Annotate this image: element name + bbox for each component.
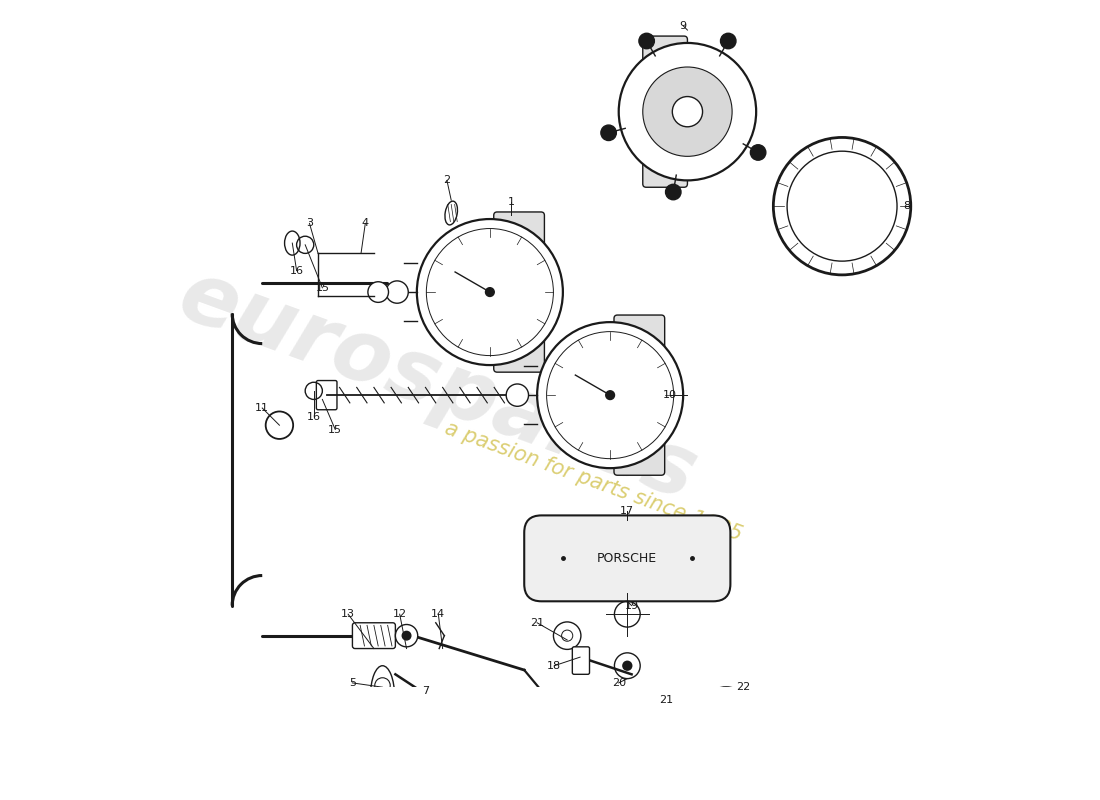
- Circle shape: [750, 145, 766, 160]
- Text: 11: 11: [255, 403, 270, 413]
- Circle shape: [618, 43, 756, 180]
- Text: 5: 5: [349, 678, 356, 688]
- Text: 14: 14: [431, 609, 446, 619]
- Ellipse shape: [371, 666, 395, 726]
- Text: 12: 12: [393, 609, 407, 619]
- Circle shape: [666, 184, 681, 200]
- Circle shape: [672, 97, 703, 126]
- Text: eurospares: eurospares: [168, 254, 708, 518]
- Circle shape: [639, 34, 654, 49]
- Text: 18: 18: [547, 661, 561, 670]
- Circle shape: [395, 625, 418, 647]
- Circle shape: [403, 631, 410, 640]
- Circle shape: [788, 151, 896, 261]
- Text: 15: 15: [328, 425, 342, 434]
- Circle shape: [386, 281, 408, 303]
- FancyBboxPatch shape: [525, 515, 730, 602]
- Circle shape: [606, 390, 615, 399]
- FancyBboxPatch shape: [572, 647, 590, 674]
- Circle shape: [642, 67, 733, 156]
- Text: 21: 21: [659, 695, 673, 705]
- Circle shape: [537, 322, 683, 468]
- Text: 22: 22: [736, 682, 750, 692]
- Text: 16: 16: [307, 412, 321, 422]
- Text: 3: 3: [306, 218, 313, 228]
- Text: 7: 7: [422, 686, 429, 697]
- Text: a passion for parts since 1985: a passion for parts since 1985: [441, 418, 745, 544]
- Circle shape: [417, 219, 563, 365]
- FancyBboxPatch shape: [642, 36, 688, 187]
- Text: 21: 21: [530, 618, 544, 628]
- Circle shape: [485, 288, 494, 297]
- Circle shape: [506, 384, 528, 406]
- Text: 19: 19: [625, 601, 639, 610]
- FancyBboxPatch shape: [494, 212, 544, 372]
- Text: 16: 16: [289, 266, 304, 275]
- Circle shape: [601, 125, 616, 141]
- Text: 8: 8: [903, 201, 910, 211]
- Text: 10: 10: [663, 390, 678, 400]
- Circle shape: [773, 138, 911, 275]
- Text: 4: 4: [362, 218, 369, 228]
- Text: 15: 15: [316, 282, 329, 293]
- Text: 2: 2: [443, 175, 451, 186]
- Text: PORSCHE: PORSCHE: [597, 552, 658, 565]
- Text: 17: 17: [620, 506, 635, 516]
- Circle shape: [532, 769, 568, 800]
- Text: 13: 13: [341, 609, 355, 619]
- Circle shape: [720, 34, 736, 49]
- Text: 20: 20: [612, 678, 626, 688]
- Text: 1: 1: [508, 197, 515, 207]
- Circle shape: [623, 661, 632, 671]
- FancyBboxPatch shape: [352, 622, 395, 649]
- Circle shape: [367, 282, 388, 302]
- FancyBboxPatch shape: [614, 315, 664, 475]
- Text: 9: 9: [680, 21, 686, 30]
